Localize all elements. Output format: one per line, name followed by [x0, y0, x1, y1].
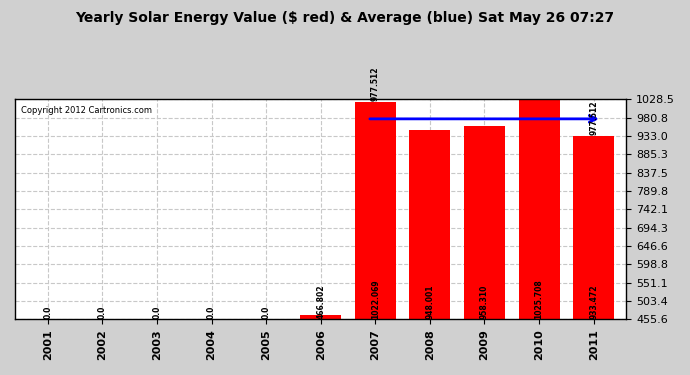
Text: Copyright 2012 Cartronics.com: Copyright 2012 Cartronics.com [21, 106, 152, 115]
Text: 0.0: 0.0 [262, 305, 270, 319]
Text: 0.0: 0.0 [207, 305, 216, 319]
Bar [355, 102, 396, 320]
Text: 1022.069: 1022.069 [371, 279, 380, 319]
Bar [409, 130, 451, 320]
Text: 0.0: 0.0 [98, 305, 107, 319]
Text: 933.472: 933.472 [589, 284, 598, 319]
Text: Yearly Solar Energy Value ($ red) & Average (blue) Sat May 26 07:27: Yearly Solar Energy Value ($ red) & Aver… [75, 11, 615, 25]
Text: 466.802: 466.802 [316, 284, 325, 319]
Text: 0.0: 0.0 [43, 305, 52, 319]
Bar [519, 100, 560, 320]
Text: 977.512: 977.512 [589, 100, 598, 135]
Text: 958.310: 958.310 [480, 284, 489, 319]
Text: 948.001: 948.001 [425, 284, 435, 319]
Text: 977.512: 977.512 [371, 66, 380, 100]
Text: 0.0: 0.0 [152, 305, 161, 319]
Bar [573, 136, 614, 320]
Text: 1025.708: 1025.708 [535, 279, 544, 319]
Bar [464, 126, 505, 320]
Bar [300, 315, 341, 320]
